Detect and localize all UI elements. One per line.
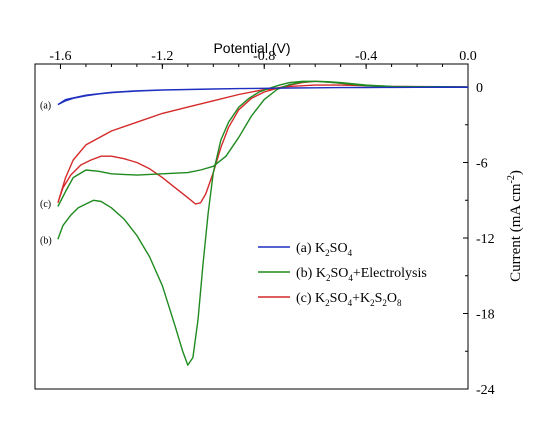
curve-tags: (a) (b) (c): [40, 101, 52, 247]
curve-tag: (b): [40, 235, 52, 246]
x-tick-label: -0.8: [253, 49, 275, 64]
y-tick-label: -12: [476, 232, 495, 247]
legend-label: (c) K2SO4+K2S2O8: [296, 291, 402, 308]
curve-tag: (c): [40, 199, 51, 210]
curve-tag: (a): [40, 101, 51, 112]
series-layer: [57, 80, 469, 366]
x-axis-title: Potential (V): [213, 40, 290, 56]
legend-label: (b) K2SO4+Electrolysis: [296, 266, 427, 283]
y-tick-label: -6: [476, 157, 488, 172]
x-tick-label: 0.0: [459, 49, 477, 64]
legend: (a) K2SO4 (b) K2SO4+Electrolysis (c) K2SO4…: [258, 241, 427, 308]
series-line-c: [57, 80, 469, 205]
x-axis: -1.6 -1.2 -0.8 -0.4 0.0: [34, 49, 477, 69]
x-tick-label: -1.2: [151, 49, 173, 64]
y-tick-label: -18: [476, 308, 495, 323]
legend-label: (a) K2SO4: [296, 241, 353, 258]
y-axis-title-sup: -2: [506, 175, 517, 183]
plot-frame: [34, 63, 469, 390]
series-line-b: [57, 80, 469, 366]
y-tick-label: 0: [476, 81, 483, 96]
series-line-a: [57, 86, 469, 106]
y-axis: 0 -6 -12 -18 -24: [463, 81, 495, 398]
x-tick-label: -0.4: [355, 49, 377, 64]
x-tick-label: -1.6: [49, 49, 71, 64]
y-axis-title: Current (mA cm-2): [506, 170, 524, 282]
y-tick-label: -24: [476, 383, 495, 398]
